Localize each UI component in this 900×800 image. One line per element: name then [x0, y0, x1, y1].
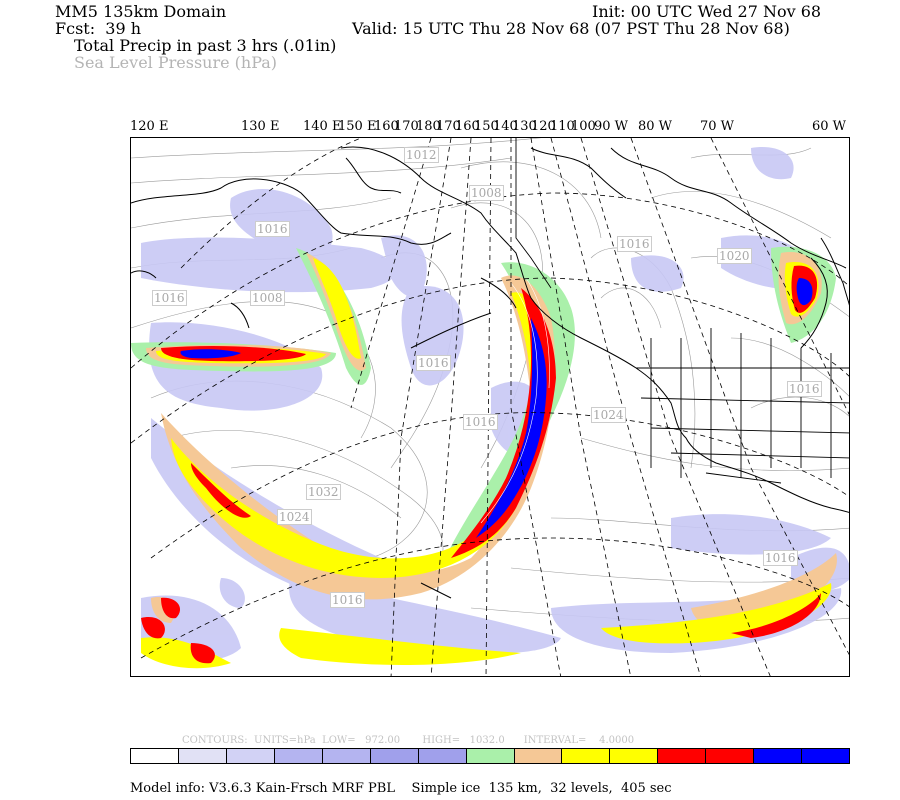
lon-label: 70 W [700, 119, 735, 134]
color-scale-swatch [322, 749, 371, 763]
precip-orange [146, 252, 837, 630]
precip-color-scale [130, 748, 850, 764]
precip-light [141, 147, 849, 662]
model-domain-title: MM5 135km Domain [55, 2, 227, 21]
color-scale-swatch [562, 749, 611, 763]
isobar-label: 1016 [463, 414, 498, 430]
forecast-hour: Fcst: 39 h [55, 19, 142, 38]
isobar-label: 1020 [717, 248, 752, 264]
isobar-label: 1016 [330, 592, 365, 608]
lon-label: 120 E [130, 119, 169, 134]
color-scale-swatch [370, 749, 419, 763]
lon-label: 100 [571, 119, 596, 134]
isobar-label: 1032 [306, 484, 341, 500]
contour-info-units: UNITS=hPa [254, 735, 316, 746]
color-scale-swatch [658, 749, 707, 763]
color-scale-swatch [514, 749, 563, 763]
color-scale-swatch [131, 749, 179, 763]
lon-label: 140 [493, 119, 518, 134]
isobar-label: 1008 [469, 185, 504, 201]
color-scale-swatch [466, 749, 515, 763]
state-borders [515, 138, 849, 484]
model-info-footer: Model info: V3.6.3 Kain-Frsch MRF PBL Si… [130, 781, 672, 796]
lon-label: 120 [531, 119, 556, 134]
lon-label: 170 [394, 119, 419, 134]
color-scale-swatch [418, 749, 467, 763]
field-precip-label: Total Precip in past 3 hrs (.01in) [74, 36, 337, 55]
contour-info: CONTOURS: UNITS=hPa LOW= 972.00 HIGH= 10… [182, 735, 634, 746]
color-scale-swatch [802, 749, 850, 763]
lon-label: 130 E [241, 119, 280, 134]
map-canvas [131, 138, 849, 676]
lon-label: 160 [455, 119, 480, 134]
isobar-label: 1016 [152, 290, 187, 306]
field-slp-label: Sea Level Pressure (hPa) [74, 53, 278, 72]
color-scale-swatch [706, 749, 755, 763]
precip-band-isobars [480, 277, 550, 524]
isobar-label: 1024 [277, 509, 312, 525]
lon-label: 140 E [303, 119, 342, 134]
isobar-label: 1016 [787, 381, 822, 397]
contour-info-interval: INTERVAL= 4.0000 [523, 735, 635, 746]
lon-label: 160 [374, 119, 399, 134]
lon-label: 80 W [638, 119, 673, 134]
isobar-label: 1024 [591, 407, 626, 423]
color-scale-swatch [178, 749, 227, 763]
valid-time: Valid: 15 UTC Thu 28 Nov 68 (07 PST Thu … [352, 19, 790, 38]
contour-info-low: LOW= 972.00 [322, 735, 401, 746]
isobar-label: 1016 [255, 221, 290, 237]
contour-info-title: CONTOURS: [182, 735, 248, 746]
lon-label: 150 E [338, 119, 377, 134]
lon-label: 150 [474, 119, 499, 134]
lon-label: 170 [436, 119, 461, 134]
lon-label: 180 [416, 119, 441, 134]
lon-label: 90 W [594, 119, 629, 134]
precip-pressure-map: 1012 1008 1016 1020 1016 1008 1016 1016 … [130, 137, 850, 677]
contour-info-high: HIGH= 1032.0 [422, 735, 505, 746]
init-time: Init: 00 UTC Wed 27 Nov 68 [592, 2, 822, 21]
precip-blue [180, 278, 813, 538]
isobar-label: 1012 [404, 147, 439, 163]
color-scale-swatch [610, 749, 659, 763]
lon-label: 60 W [812, 119, 847, 134]
isobar-label: 1016 [617, 236, 652, 252]
color-scale-swatch [274, 749, 323, 763]
isobar-label: 1016 [763, 550, 798, 566]
latlon-grid [131, 138, 849, 676]
lon-label: 110 [550, 119, 575, 134]
color-scale-swatch [226, 749, 275, 763]
coastlines [131, 146, 849, 599]
lon-label: 130 [512, 119, 537, 134]
isobar-label: 1016 [416, 355, 451, 371]
color-scale-swatch [754, 749, 803, 763]
isobar-label: 1008 [250, 290, 285, 306]
